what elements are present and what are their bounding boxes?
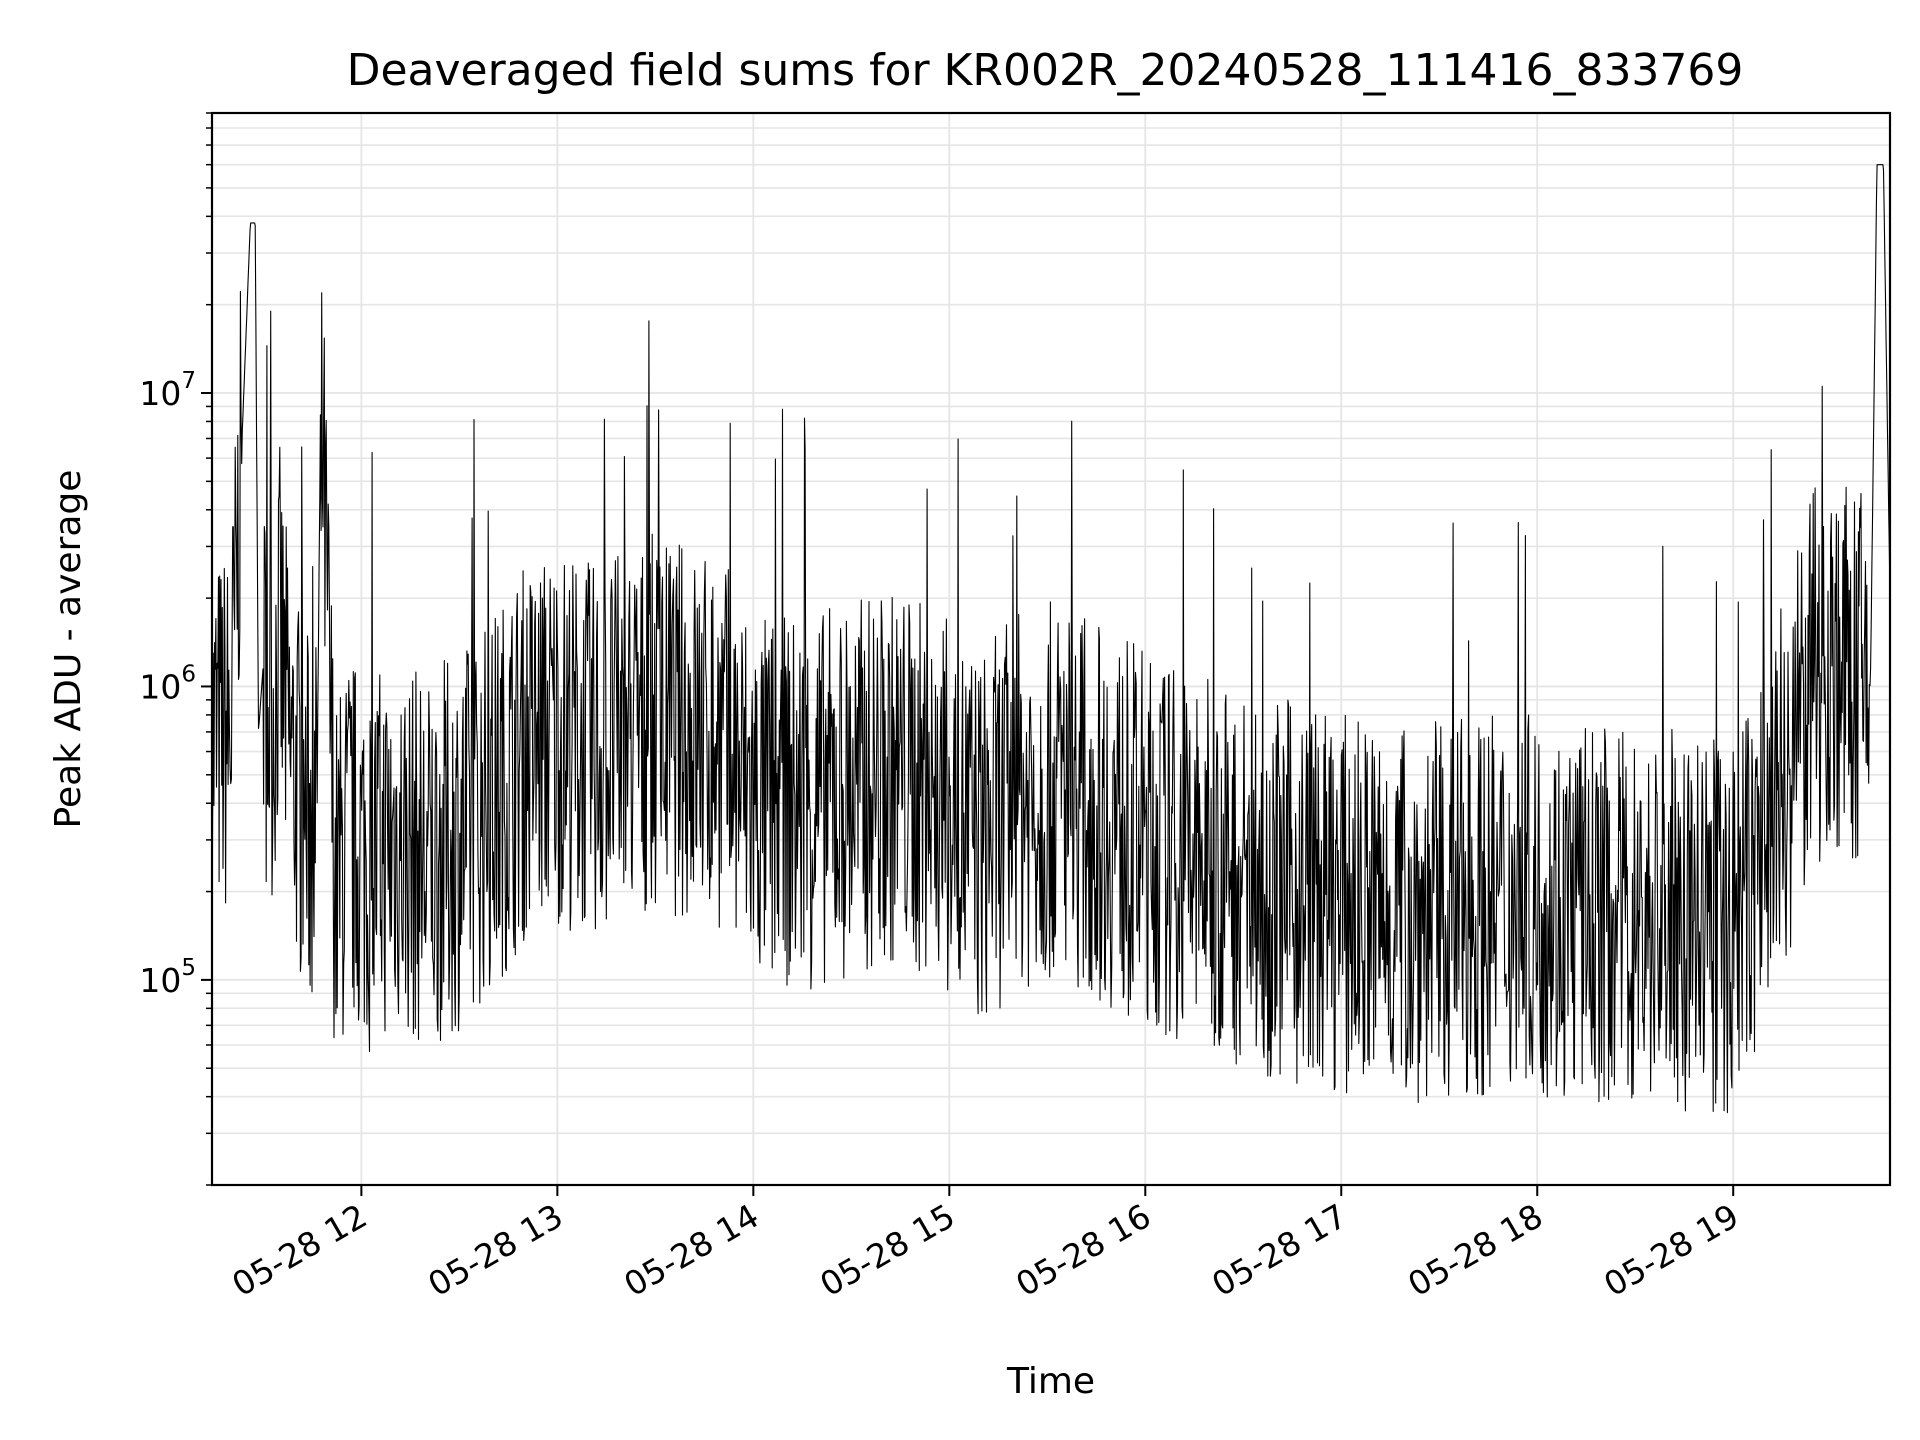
x-tick-label: 05-28 13 <box>421 1196 569 1304</box>
y-tick-base: 10 <box>139 667 181 706</box>
y-tick-label: 105 <box>139 955 196 1000</box>
x-tick-label: 05-28 12 <box>225 1196 373 1304</box>
chart-title: Deaveraged field sums for KR002R_2024052… <box>347 45 1744 96</box>
y-axis-label: Peak ADU - average <box>48 470 89 829</box>
x-tick-label: 05-28 17 <box>1205 1196 1353 1304</box>
y-tick-base: 10 <box>139 961 181 1000</box>
y-tick-base: 10 <box>139 374 181 413</box>
series-line <box>211 164 1891 1114</box>
x-tick-label: 05-28 15 <box>813 1196 961 1304</box>
x-axis-ticks: 05-28 12 05-28 13 05-28 14 05-28 15 05-28 16… <box>225 1185 1745 1304</box>
x-tick-label: 05-28 19 <box>1597 1196 1745 1304</box>
y-tick-label: 107 <box>139 368 196 413</box>
y-tick-exponent: 7 <box>181 368 196 394</box>
y-tick-exponent: 5 <box>181 955 196 981</box>
series-layer <box>211 164 1891 1114</box>
x-axis-label: Time <box>1006 1361 1095 1402</box>
y-tick-label: 106 <box>139 661 196 706</box>
x-tick-label: 05-28 14 <box>617 1196 765 1304</box>
y-tick-exponent: 6 <box>181 661 196 687</box>
plot-frame <box>210 111 1892 1187</box>
x-tick-label: 05-28 18 <box>1401 1196 1549 1304</box>
x-tick-label: 05-28 16 <box>1009 1196 1157 1304</box>
